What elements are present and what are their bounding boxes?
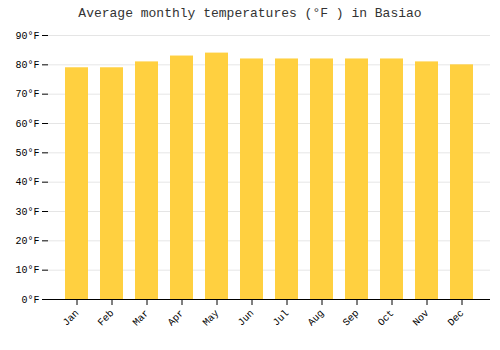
svg-text:Feb: Feb <box>96 308 117 329</box>
svg-text:Mar: Mar <box>131 308 152 329</box>
svg-text:Oct: Oct <box>376 308 397 329</box>
svg-text:Dec: Dec <box>446 308 467 329</box>
svg-text:May: May <box>201 308 222 329</box>
svg-text:80°F: 80°F <box>15 60 39 71</box>
svg-text:20°F: 20°F <box>15 236 39 247</box>
svg-text:40°F: 40°F <box>15 177 39 188</box>
svg-text:0°F: 0°F <box>21 295 39 306</box>
html-text:Average monthly temperatures (: Average monthly temperatures (°F ) in Ba… <box>78 6 422 21</box>
svg-text:Jan: Jan <box>61 308 82 329</box>
svg-text:30°F: 30°F <box>15 207 39 218</box>
svg-text:Apr: Apr <box>166 308 187 329</box>
svg-text:50°F: 50°F <box>15 148 39 159</box>
svg-text:60°F: 60°F <box>15 119 39 130</box>
svg-text:Aug: Aug <box>306 308 327 329</box>
svg-text:Sep: Sep <box>341 308 362 329</box>
svg-text:10°F: 10°F <box>15 265 39 276</box>
svg-text:70°F: 70°F <box>15 89 39 100</box>
svg-text:90°F: 90°F <box>15 31 39 42</box>
svg-text:Jun: Jun <box>236 308 257 329</box>
svg-text:Nov: Nov <box>411 308 432 329</box>
svg-text:Jul: Jul <box>271 308 292 329</box>
